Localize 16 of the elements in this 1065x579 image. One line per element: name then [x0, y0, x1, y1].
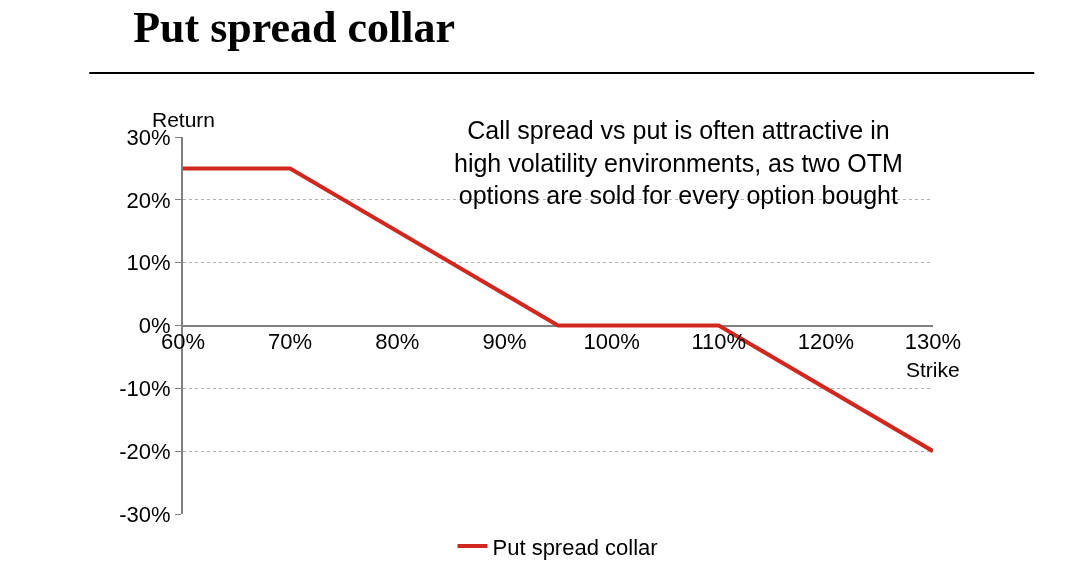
- x-tick-label: 70%: [268, 328, 313, 354]
- x-tick-label: 110%: [691, 328, 747, 354]
- x-tick-label: 120%: [797, 328, 854, 354]
- x-axis-title: Strike: [906, 358, 960, 381]
- x-tick-label: 90%: [482, 328, 527, 354]
- x-tick-label: 130%: [904, 328, 962, 354]
- y-tick-label: 10%: [126, 250, 171, 276]
- x-tick-label: 80%: [375, 328, 420, 354]
- y-tick-label: 20%: [126, 187, 171, 213]
- y-tick-label: -20%: [119, 438, 171, 464]
- chart-title: Put spread collar: [133, 3, 455, 53]
- legend-label: Put spread collar: [492, 534, 658, 560]
- x-tick-label: 100%: [583, 328, 640, 354]
- y-tick-label: -30%: [119, 501, 171, 527]
- y-tick-label: -10%: [119, 376, 171, 402]
- annotation: Call spread vs put is often attractive in high volatility environments, as two OTM options are sold for every option bought: [454, 116, 903, 209]
